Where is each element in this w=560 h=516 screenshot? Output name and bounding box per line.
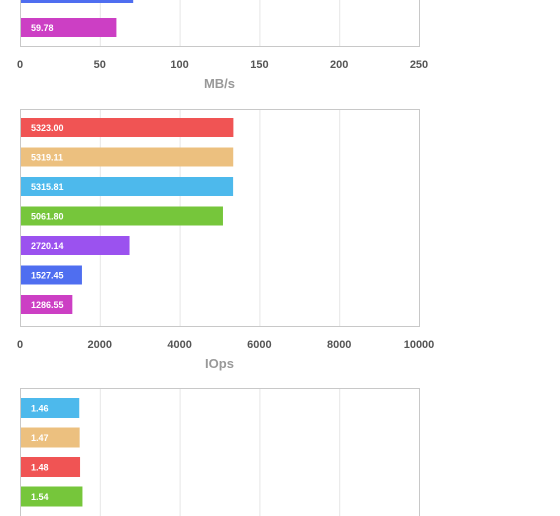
- bar-label-2-6: 1527.45: [31, 271, 64, 281]
- x-tick-1-1: 50: [94, 59, 106, 71]
- bar-label-2-4: 5061.80: [31, 212, 64, 222]
- bar-label-1-2: 59.78: [31, 23, 54, 33]
- bar-1-1: [21, 0, 134, 3]
- x-tick-1-3: 150: [250, 59, 268, 71]
- bar-3-1: [21, 398, 80, 418]
- x-tick-2-4: 8000: [327, 339, 351, 351]
- plot-frame-3: [20, 388, 420, 516]
- x-tick-1-4: 200: [330, 59, 348, 71]
- bar-label-2-2: 5319.11: [31, 153, 63, 163]
- bar-label-3-2: 1.47: [31, 433, 49, 443]
- bar-3-2: [21, 427, 80, 448]
- x-tick-1-5: 250: [410, 59, 428, 71]
- x-axis-label-2: IOps: [205, 356, 234, 371]
- x-tick-1-0: 0: [17, 59, 23, 71]
- bar-3-4: [21, 486, 83, 507]
- x-tick-2-3: 6000: [247, 339, 271, 351]
- x-tick-2-5: 10000: [404, 339, 435, 351]
- bar-1-2: [21, 18, 117, 37]
- x-tick-2-1: 2000: [88, 339, 112, 351]
- bar-2-4: [21, 206, 223, 226]
- bar-2-6: [21, 265, 82, 285]
- bar-label-2-5: 2720.14: [31, 241, 64, 251]
- bar-label-2-3: 5315.81: [31, 182, 64, 192]
- bar-2-5: [21, 236, 130, 255]
- bar-2-1: [21, 118, 234, 137]
- bar-2-7: [21, 295, 73, 314]
- bar-label-3-3: 1.48: [31, 463, 49, 473]
- bar-label-2-1: 5323.00: [31, 123, 64, 133]
- x-tick-2-2: 4000: [167, 339, 191, 351]
- bar-2-3: [21, 177, 234, 196]
- bar-2-2: [21, 147, 234, 167]
- x-axis-label-1: MB/s: [204, 76, 235, 91]
- x-tick-2-0: 0: [17, 339, 23, 351]
- bar-label-2-7: 1286.55: [31, 300, 64, 310]
- bar-3-3: [21, 457, 81, 477]
- bar-label-3-1: 1.46: [31, 404, 49, 414]
- x-tick-1-2: 100: [170, 59, 188, 71]
- bar-label-3-4: 1.54: [31, 492, 49, 502]
